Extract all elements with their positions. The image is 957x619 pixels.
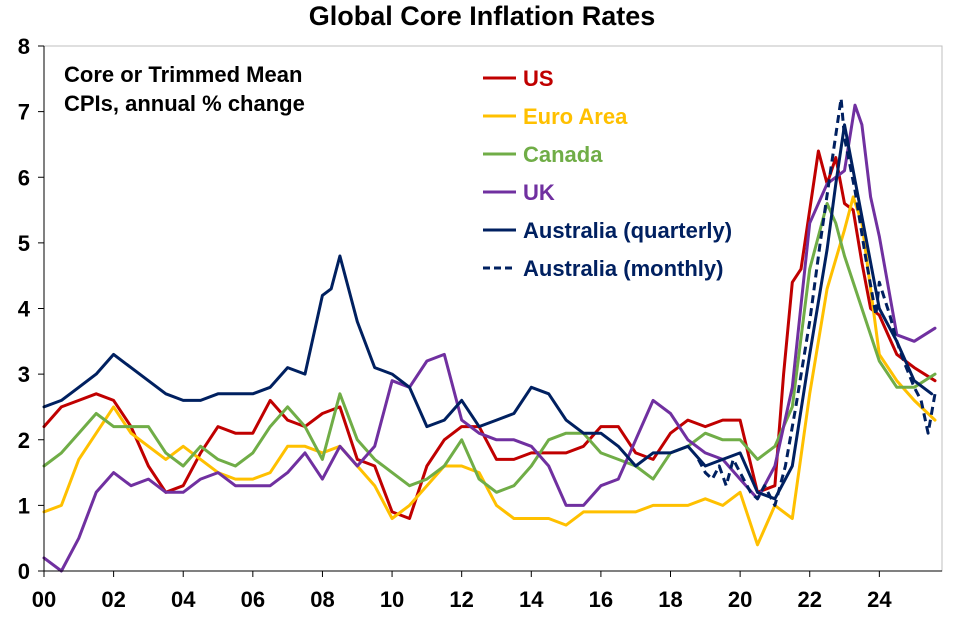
x-tick-label: 04	[171, 587, 196, 612]
series-line-australia-monthly	[697, 97, 937, 507]
legend-label: UK	[523, 180, 555, 205]
legend-label: Australia (monthly)	[523, 256, 723, 281]
y-tick-label: 1	[18, 493, 30, 518]
legend-label: US	[523, 66, 554, 91]
x-tick-label: 02	[101, 587, 125, 612]
x-tick-label: 06	[241, 587, 265, 612]
annotation-line-1: Core or Trimmed Mean	[64, 62, 302, 87]
x-tick-label: 08	[310, 587, 334, 612]
y-tick-label: 2	[18, 428, 30, 453]
series-line-canada	[42, 202, 937, 494]
y-tick-label: 5	[18, 231, 30, 256]
x-tick-label: 12	[449, 587, 473, 612]
legend: US Euro Area Canada UK Australia (quarterly)…	[483, 66, 732, 281]
y-tick-label: 8	[18, 34, 30, 59]
x-tick-label: 22	[797, 587, 821, 612]
x-tick-label: 18	[658, 587, 682, 612]
x-tick-label: 00	[32, 587, 56, 612]
y-tick-label: 0	[18, 559, 30, 584]
x-tick-label: 14	[519, 587, 544, 612]
legend-label: Australia (quarterly)	[523, 218, 732, 243]
series-line-australia-quarterly	[42, 123, 934, 501]
chart-title: Global Core Inflation Rates	[309, 1, 656, 31]
annotation-line-2: CPIs, annual % change	[64, 91, 305, 116]
y-tick-label: 4	[18, 297, 31, 322]
x-tick-label: 24	[867, 587, 892, 612]
y-tick-label: 7	[18, 100, 30, 125]
x-tick-label: 16	[589, 587, 613, 612]
legend-label: Canada	[523, 142, 603, 167]
x-tick-label: 20	[728, 587, 752, 612]
chart-annotation: Core or Trimmed Mean CPIs, annual % chan…	[64, 62, 305, 116]
x-tick-label: 10	[380, 587, 404, 612]
y-tick-label: 6	[18, 165, 30, 190]
legend-label: Euro Area	[523, 104, 628, 129]
series-layer	[42, 97, 937, 573]
y-tick-label: 3	[18, 362, 30, 387]
series-line-uk	[42, 103, 937, 573]
